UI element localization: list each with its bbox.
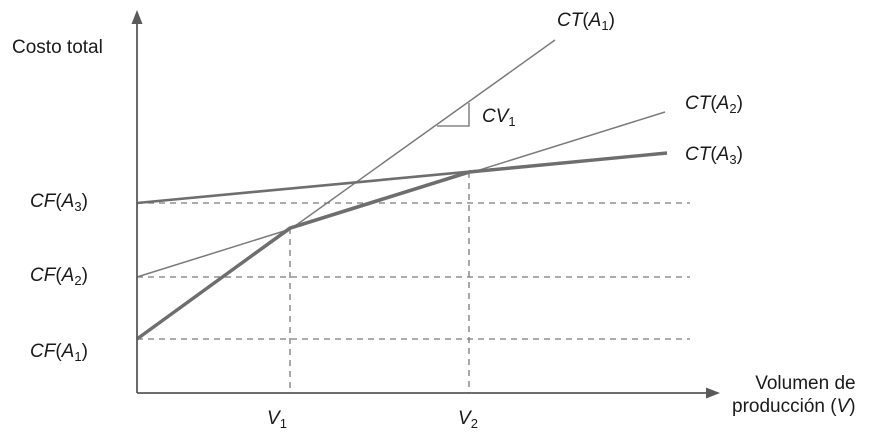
label-ct-a1: CT(A1) (557, 10, 615, 33)
label-cf-a3-alt: A (61, 191, 75, 212)
label-cv1-var: CV (482, 106, 509, 127)
x-axis-arrow (706, 387, 720, 399)
label-v2-index: 2 (470, 416, 478, 431)
label-ct-a2-alt: A (716, 93, 730, 114)
label-cf-a3-func: CF (30, 191, 56, 212)
dashed-guides (137, 172, 690, 393)
label-ct-a1-func: CT (557, 10, 583, 31)
label-v2-var: V (458, 408, 471, 429)
x-axis-label-line2: producción ( (732, 395, 837, 417)
label-cf-a1-alt: A (61, 341, 75, 362)
x-axis-label: Volumen de producción (V) (732, 373, 856, 419)
label-cf-a2-func: CF (30, 265, 56, 286)
cost-lines (136, 39, 668, 341)
label-ct-a1-index: 1 (601, 18, 609, 33)
label-cf-a1-index: 1 (74, 349, 82, 364)
axes (131, 10, 720, 399)
label-cf-a2: CF(A2) (30, 265, 88, 288)
label-cf-a2-alt: A (61, 265, 75, 286)
y-axis-label-text: Costo total (12, 37, 103, 58)
label-ct-a3: CT(A3) (685, 144, 743, 167)
label-ct-a2: CT(A2) (685, 93, 743, 116)
label-ct-a2-index: 2 (729, 101, 737, 116)
label-ct-a1-alt: A (588, 10, 602, 31)
lower-envelope (136, 151, 668, 341)
x-axis-label-var: V (836, 395, 850, 417)
y-axis-label: Costo total (12, 38, 103, 57)
x-axis-label-line1: Volumen de (755, 373, 856, 394)
label-v2: V2 (458, 408, 478, 431)
label-v1-index: 1 (279, 416, 287, 431)
label-cf-a1: CF(A1) (30, 341, 88, 364)
label-ct-a2-func: CT (685, 93, 711, 114)
y-axis-arrow (131, 10, 143, 24)
label-cf-a1-func: CF (30, 341, 56, 362)
label-ct-a3-index: 3 (729, 152, 737, 167)
label-ct-a3-alt: A (716, 144, 730, 165)
label-cf-a3: CF(A3) (30, 191, 88, 214)
label-v1: V1 (267, 408, 287, 431)
label-ct-a3-func: CT (685, 144, 711, 165)
label-cf-a3-index: 3 (74, 199, 82, 214)
label-v1-var: V (267, 408, 280, 429)
slope-triangle (437, 103, 470, 127)
label-cv1: CV1 (482, 106, 516, 129)
x-axis-label-close: ) (849, 395, 856, 417)
label-cv1-index: 1 (508, 114, 516, 129)
label-cf-a2-index: 2 (74, 273, 82, 288)
